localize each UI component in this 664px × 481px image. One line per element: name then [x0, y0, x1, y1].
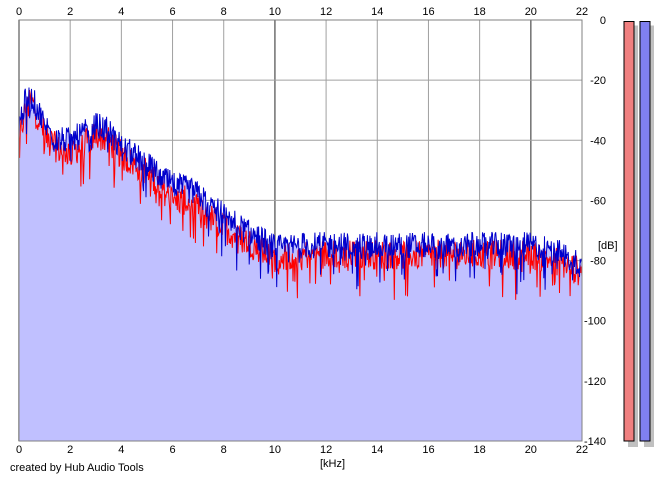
x-tick-label: 12 — [320, 444, 332, 456]
level-meters — [623, 21, 654, 447]
x-tick-label: 0 — [16, 6, 22, 18]
x-tick-label: 20 — [525, 6, 537, 18]
right-channel-line — [18, 87, 583, 295]
series-layer — [18, 87, 583, 300]
y-tick-label: -20 — [590, 75, 606, 87]
y-tick-label: -40 — [590, 135, 606, 147]
x-tick-label: 10 — [269, 444, 281, 456]
x-tick-label: 2 — [67, 6, 73, 18]
x-axis-label: [kHz] — [320, 458, 345, 470]
x-ticks-top: 0 2 4 6 8 10 12 14 16 18 20 22 — [16, 6, 588, 18]
x-tick-label: 6 — [169, 444, 175, 456]
plot-frame — [18, 19, 583, 442]
x-tick-label: 8 — [221, 444, 227, 456]
x-tick-label: 12 — [320, 6, 332, 18]
x-tick-label: 4 — [118, 444, 124, 456]
x-tick-label: 22 — [576, 444, 588, 456]
y-ticks: 0 -20 -40 -60 -80 -100 -120 -140 — [584, 15, 606, 448]
x-tick-label: 2 — [67, 444, 73, 456]
axes — [18, 19, 583, 442]
y-tick-label: -140 — [584, 436, 606, 448]
credit-text: created by Hub Audio Tools — [10, 462, 144, 474]
y-tick-label: -60 — [590, 195, 606, 207]
left-level-meter — [623, 21, 635, 442]
x-tick-label: 14 — [371, 6, 383, 18]
x-ticks-bottom: 0 2 4 6 8 10 12 14 16 18 20 22 — [16, 444, 588, 456]
y-axis-label: [dB] — [598, 240, 618, 252]
x-tick-label: 18 — [474, 444, 486, 456]
x-tick-label: 0 — [16, 444, 22, 456]
right-level-meter — [639, 21, 651, 442]
y-tick-label: -80 — [590, 256, 606, 268]
x-tick-label: 16 — [422, 444, 434, 456]
x-tick-label: 16 — [422, 6, 434, 18]
x-tick-label: 20 — [525, 444, 537, 456]
x-tick-label: 6 — [169, 6, 175, 18]
x-tick-label: 10 — [269, 6, 281, 18]
y-tick-label: -100 — [584, 316, 606, 328]
x-tick-label: 22 — [576, 6, 588, 18]
x-tick-label: 8 — [221, 6, 227, 18]
x-tick-label: 18 — [474, 6, 486, 18]
x-tick-label: 14 — [371, 444, 383, 456]
y-tick-label: -120 — [584, 376, 606, 388]
y-tick-label: 0 — [600, 15, 606, 27]
x-tick-label: 4 — [118, 6, 124, 18]
